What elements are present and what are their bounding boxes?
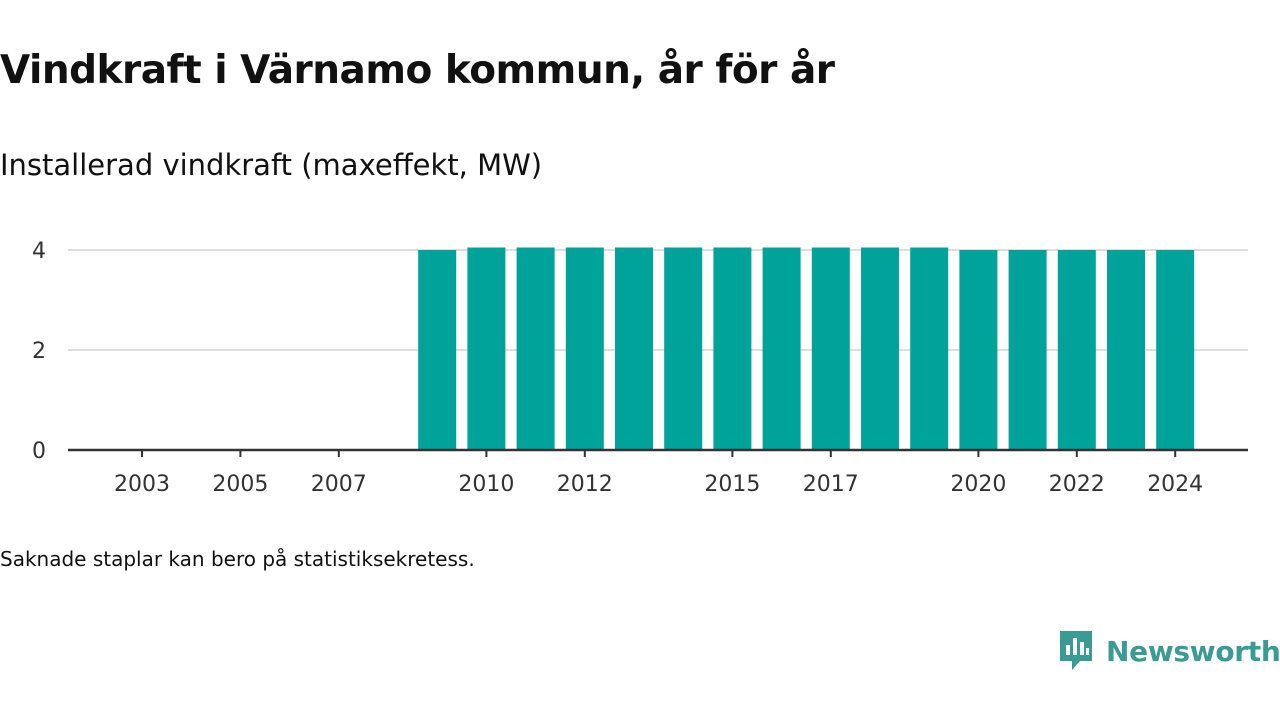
bar bbox=[811, 247, 850, 450]
x-tick-label: 2007 bbox=[311, 472, 367, 497]
brand-logo[interactable]: Newsworthy bbox=[1058, 628, 1280, 674]
bar-chart: 0 2 4 2003 2005 2007 2010 2012 2015 2017 2020 2022 2… bbox=[32, 239, 1248, 497]
y-tick-label: 0 bbox=[32, 439, 46, 464]
bar bbox=[1057, 250, 1096, 450]
bar bbox=[664, 247, 703, 450]
y-tick-label: 4 bbox=[32, 239, 46, 264]
bar bbox=[861, 247, 899, 450]
x-tick-label: 2012 bbox=[557, 472, 613, 497]
x-tick-label: 2022 bbox=[1049, 472, 1105, 497]
x-tick-label: 2003 bbox=[114, 472, 170, 497]
x-tick-label: 2017 bbox=[803, 472, 859, 497]
bar bbox=[615, 247, 653, 450]
bar bbox=[565, 247, 604, 450]
x-tick-label: 2020 bbox=[950, 472, 1006, 497]
footnote: Saknade staplar kan bero på statistiksek… bbox=[0, 547, 475, 571]
newsworthy-logo-icon bbox=[1060, 631, 1092, 670]
gridlines bbox=[68, 249, 1248, 351]
bar bbox=[762, 247, 801, 450]
bar bbox=[1156, 250, 1195, 450]
bar bbox=[713, 247, 752, 450]
y-tick-label: 2 bbox=[32, 339, 46, 364]
x-tick-label: 2024 bbox=[1147, 472, 1203, 497]
chart-subtitle: Installerad vindkraft (maxeffekt, MW) bbox=[0, 148, 543, 182]
chart-title: Vindkraft i Värnamo kommun, år för år bbox=[0, 48, 835, 93]
axes: 0 2 4 2003 2005 2007 2010 2012 2015 2017 2020 2022 2… bbox=[32, 239, 1248, 497]
bar bbox=[959, 250, 998, 450]
bar bbox=[418, 250, 457, 450]
bar bbox=[516, 247, 555, 450]
bar bbox=[1008, 250, 1047, 450]
x-tick-label: 2010 bbox=[458, 472, 514, 497]
x-tick-label: 2015 bbox=[704, 472, 760, 497]
bar bbox=[1107, 250, 1145, 450]
bar bbox=[910, 247, 949, 450]
bar bbox=[467, 247, 506, 450]
x-tick-label: 2005 bbox=[212, 472, 268, 497]
brand-name: Newsworthy bbox=[1106, 634, 1280, 668]
bars bbox=[418, 247, 1195, 450]
